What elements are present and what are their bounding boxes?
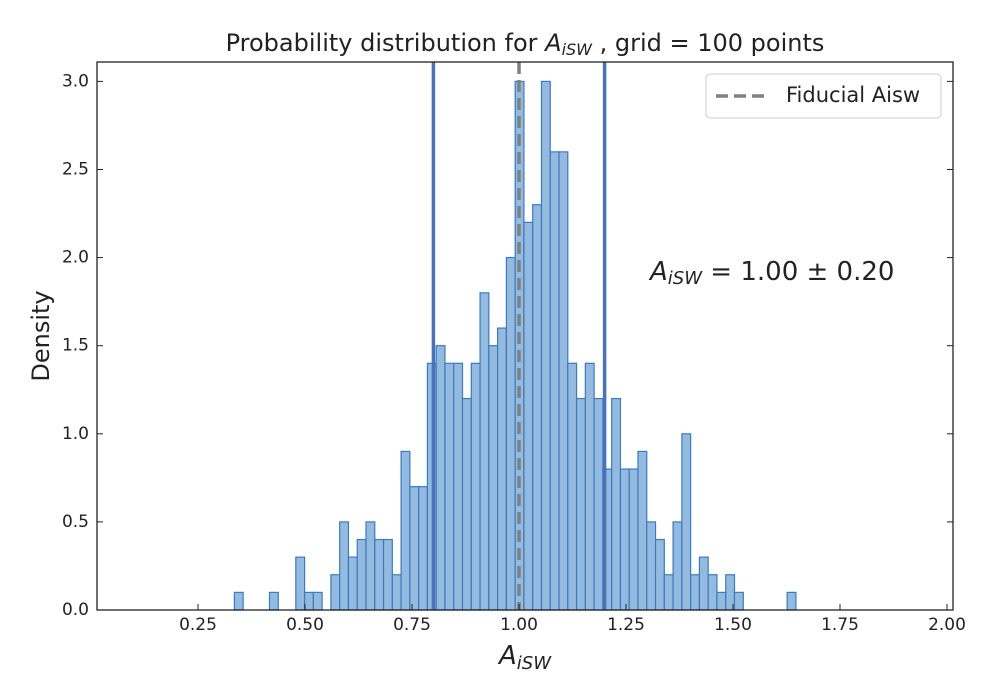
title-text: , grid = 100 points [592,29,824,57]
title-subscript: iSW [562,40,594,59]
x-tick-label: 1.25 [607,615,645,635]
histogram-bar [391,574,402,611]
y-tick-label: 2.0 [62,248,89,268]
annotation-subscript: iSW [668,268,703,289]
histogram-bar [567,362,578,611]
histogram-bar [479,292,490,611]
histogram-bar [418,486,429,611]
title-symbol: A [543,29,561,57]
histogram-bar [619,468,630,611]
histogram-bar [347,556,358,611]
histogram-bar [303,591,314,611]
x-tick-label: 0.50 [286,615,324,635]
annotation-text: = 1.00 ± 0.20 [702,257,894,287]
histogram-bar [470,362,481,611]
histogram-bar [786,591,797,611]
histogram-bar [233,591,244,611]
histogram-bar [523,221,534,611]
histogram-bar [505,256,516,611]
histogram-bar [654,538,665,611]
y-tick-label: 0.0 [62,600,89,620]
y-tick-label: 1.5 [62,336,89,356]
histogram-bar [549,151,560,611]
x-tick-label: 0.25 [179,615,217,635]
histogram-bar [444,362,455,611]
histogram-bar [461,397,472,611]
histogram-bar [637,450,648,611]
histogram-bar [312,591,323,611]
histogram-bar [400,450,411,611]
histogram-bar [628,468,639,611]
annotation-symbol: A [648,257,668,287]
y-tick-label: 2.5 [62,159,89,179]
histogram-bar [382,538,393,611]
histogram-bar [698,556,709,611]
annotation: AiSW = 1.00 ± 0.20 [648,257,894,290]
histogram-bar [575,397,586,611]
histogram-bar [611,397,622,611]
y-axis-label: Density [27,290,55,381]
y-tick-label: 1.0 [62,424,89,444]
x-tick-label: 1.75 [821,615,859,635]
legend-box [705,73,942,119]
histogram-bar [690,574,701,611]
histogram-bar [646,521,657,611]
x-axis-label: AiSW [497,641,552,675]
histogram-bar [663,574,674,611]
histogram-bar [558,151,569,611]
histogram-bar [365,521,376,611]
legend: Fiducial Aisw [705,73,942,119]
histogram-bar [716,591,727,611]
histogram-bar [672,521,683,611]
histogram-bar [733,591,744,611]
x-tick-label: 1.00 [500,615,538,635]
x-label-subscript: iSW [517,653,552,674]
histogram-bar [540,80,551,611]
histogram-bar [330,574,341,611]
histogram-bar [707,574,718,611]
histogram-bar [453,362,464,611]
x-tick-label: 1.50 [714,615,752,635]
y-tick-label: 0.5 [62,512,89,532]
legend-label: Fiducial Aisw [786,83,920,107]
histogram-bar [268,591,279,611]
x-label-symbol: A [497,641,517,671]
histogram-bar [488,345,499,611]
histogram-bar [584,362,595,611]
histogram-bar [497,327,507,611]
histogram-bar [435,345,446,611]
histogram-bar [593,397,604,611]
x-tick-label: 0.75 [393,615,431,635]
histogram-bar [409,486,420,611]
y-tick-label: 3.0 [62,71,89,91]
x-tick-label: 2.00 [928,615,966,635]
histogram-bar [356,538,367,611]
histogram-bar [681,433,692,611]
histogram-bar [295,556,306,611]
title-text: Probability distribution for [226,29,546,57]
histogram-bar [374,538,385,611]
histogram-bar [339,521,350,611]
plot-frame [96,61,954,611]
histogram-bar [532,204,543,611]
chart-title: Probability distribution for AiSW , grid… [226,29,825,59]
